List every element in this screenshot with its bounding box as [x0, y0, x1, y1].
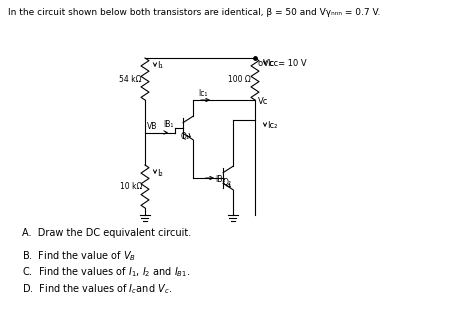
Text: Q₂: Q₂: [223, 178, 232, 187]
Text: 100 Ω: 100 Ω: [228, 74, 251, 83]
Text: 54 kΩ: 54 kΩ: [119, 74, 142, 83]
Text: IB₁: IB₁: [163, 120, 173, 129]
Text: I₂: I₂: [157, 169, 163, 178]
Text: oVcc= 10 V: oVcc= 10 V: [258, 59, 307, 68]
Text: 10 kΩ: 10 kΩ: [119, 182, 142, 191]
Text: IB₂: IB₂: [215, 175, 226, 184]
Text: A.  Draw the DC equivalent circuit.: A. Draw the DC equivalent circuit.: [22, 228, 191, 238]
Text: B.  Find the value of $V_B$: B. Find the value of $V_B$: [22, 249, 136, 263]
Text: D.  Find the values of $I_c$and $V_c$.: D. Find the values of $I_c$and $V_c$.: [22, 282, 172, 296]
Text: In the circuit shown below both transistors are identical, β = 50 and Vγₙₙₙ = 0.: In the circuit shown below both transist…: [8, 8, 380, 17]
Text: Ic₂: Ic₂: [267, 121, 277, 131]
Text: Ic: Ic: [267, 60, 274, 68]
Text: I₁: I₁: [157, 61, 163, 70]
Text: Q₁: Q₁: [181, 132, 190, 140]
Text: Ic₁: Ic₁: [198, 88, 207, 98]
Text: VB: VB: [147, 122, 157, 131]
Text: Vc: Vc: [258, 98, 268, 107]
Text: C.  Find the values of $I_1$, $I_2$ and $I_{B1}$.: C. Find the values of $I_1$, $I_2$ and $…: [22, 265, 190, 279]
